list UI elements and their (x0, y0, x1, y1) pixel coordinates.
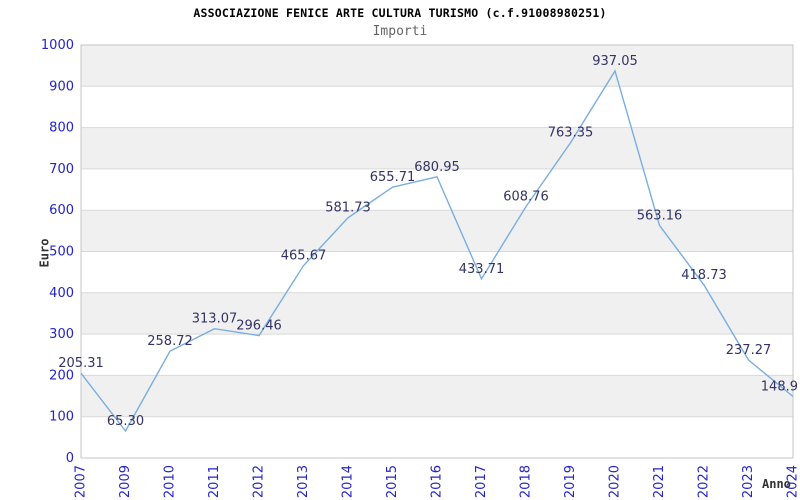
x-tick-label: 2019 (563, 465, 578, 498)
chart-title: ASSOCIAZIONE FENICE ARTE CULTURA TURISMO… (193, 6, 607, 20)
x-tick-label: 2007 (74, 465, 89, 498)
data-point-label: 313.07 (192, 312, 238, 327)
y-tick-label: 600 (49, 203, 74, 218)
x-axis-title: Anno (762, 477, 791, 491)
x-tick-label: 2013 (296, 465, 311, 498)
x-tick-label: 2018 (519, 465, 534, 498)
grid-band (81, 127, 793, 169)
data-point-label: 418.73 (681, 268, 727, 283)
plot-border (80, 44, 794, 459)
series-line (80, 69, 794, 433)
x-tick-label: 2016 (430, 465, 445, 498)
x-tick-label: 2021 (652, 465, 667, 498)
x-tick-label: 2014 (341, 465, 356, 498)
y-tick-label: 900 (49, 79, 74, 94)
y-tick-label: 1000 (41, 38, 74, 53)
x-tick-label: 2009 (118, 465, 133, 498)
grid-band (81, 210, 793, 252)
x-tick-label: 2015 (385, 465, 400, 498)
data-point-label: 433.71 (459, 262, 505, 277)
data-point-label: 680.95 (414, 160, 460, 175)
y-tick-label: 500 (49, 245, 74, 260)
data-point-label: 563.16 (637, 208, 683, 223)
grid-band (81, 45, 793, 87)
data-point-label: 465.67 (281, 249, 327, 264)
x-tick-label: 2022 (697, 465, 712, 498)
y-tick-label: 0 (66, 451, 74, 466)
data-point-label: 581.73 (325, 201, 371, 216)
data-point-label: 296.46 (236, 319, 282, 334)
data-point-label: 763.35 (548, 126, 594, 141)
y-tick-label: 200 (49, 368, 74, 383)
x-tick-label: 2011 (207, 465, 222, 498)
data-point-label: 237.27 (726, 343, 772, 358)
x-tick-label: 2024 (786, 465, 800, 498)
grid-band (81, 292, 793, 335)
chart-subtitle: Importi (372, 24, 428, 39)
data-point-label: 205.31 (58, 356, 104, 371)
y-tick-label: 700 (49, 162, 74, 177)
y-tick-label: 400 (49, 286, 74, 301)
y-tick-label: 300 (49, 327, 74, 342)
data-point-label: 608.76 (503, 190, 549, 205)
x-tick-label: 2023 (741, 465, 756, 498)
data-point-label: 655.71 (370, 170, 416, 185)
data-point-label: 65.30 (107, 414, 144, 429)
data-point-label: 258.72 (147, 334, 193, 349)
data-point-label: 937.05 (592, 54, 638, 69)
x-tick-label: 2010 (163, 465, 178, 498)
x-tick-label: 2020 (608, 465, 623, 498)
x-tick-label: 2012 (252, 465, 267, 498)
x-tick-label: 2017 (474, 465, 489, 498)
y-tick-label: 800 (49, 121, 74, 136)
data-point-label: 148.9 (761, 380, 798, 395)
y-tick-label: 100 (49, 410, 74, 425)
grid-band (81, 375, 793, 417)
